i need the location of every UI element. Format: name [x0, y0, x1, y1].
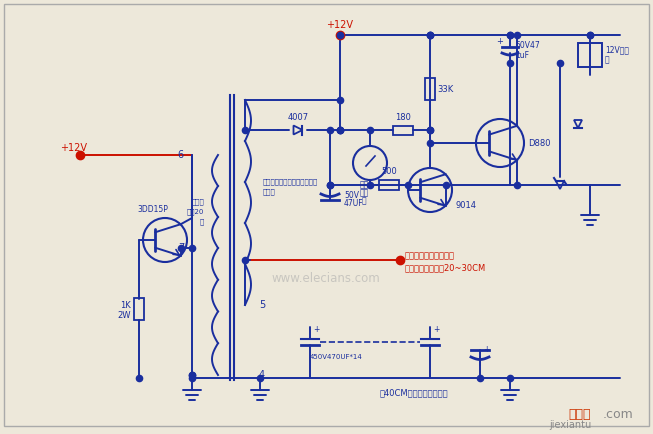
- Text: 1K: 1K: [120, 300, 131, 309]
- Text: 6: 6: [178, 150, 184, 160]
- Text: jiexiantu: jiexiantu: [549, 420, 591, 430]
- Text: 高压包: 高压包: [263, 189, 276, 195]
- Bar: [134, 298, 144, 320]
- Text: +: +: [313, 326, 319, 335]
- Text: +: +: [433, 326, 439, 335]
- Text: 12V蜂鸣: 12V蜂鸣: [605, 46, 629, 55]
- Text: +12V: +12V: [326, 20, 353, 30]
- Text: 2W: 2W: [118, 310, 131, 319]
- Text: 上绕20: 上绕20: [187, 208, 204, 215]
- Text: 圈: 圈: [200, 218, 204, 225]
- Text: 47UF: 47UF: [344, 200, 364, 208]
- Text: 9014: 9014: [456, 201, 477, 210]
- Text: 在磁芯: 在磁芯: [191, 198, 204, 205]
- Bar: [379, 180, 399, 190]
- Text: 450V470UF*14: 450V470UF*14: [310, 354, 363, 360]
- Text: 33K: 33K: [437, 85, 453, 93]
- Text: 此变压器为普通黑白电视机的: 此变压器为普通黑白电视机的: [263, 179, 318, 185]
- Text: 高压包引线接铁丝电网: 高压包引线接铁丝电网: [405, 251, 455, 260]
- Text: 180: 180: [395, 112, 411, 122]
- Text: 5: 5: [259, 300, 265, 310]
- Bar: [425, 78, 435, 100]
- Text: 长40CM的粗铁丝插入泥中: 长40CM的粗铁丝插入泥中: [380, 388, 449, 398]
- Text: 表: 表: [362, 197, 366, 206]
- Text: D880: D880: [528, 138, 550, 148]
- Bar: [393, 125, 413, 135]
- Text: 3DD15P: 3DD15P: [137, 206, 168, 214]
- Text: 7: 7: [178, 243, 184, 253]
- Text: 指示: 指示: [359, 188, 369, 197]
- Text: 4007: 4007: [287, 114, 309, 122]
- Text: www.elecians.com: www.elecians.com: [272, 272, 381, 285]
- Text: 高压: 高压: [359, 181, 369, 190]
- Text: +: +: [496, 36, 503, 46]
- Text: 器: 器: [605, 56, 610, 65]
- Text: .com: .com: [603, 408, 633, 421]
- Bar: [578, 43, 602, 67]
- Text: 接线图: 接线图: [569, 408, 591, 421]
- Text: 用绝缘物撑起离地20~30CM: 用绝缘物撑起离地20~30CM: [405, 263, 486, 273]
- Text: +12V: +12V: [60, 143, 87, 153]
- Text: 4: 4: [259, 370, 265, 380]
- Text: 1uF: 1uF: [515, 50, 529, 59]
- Text: 50V: 50V: [344, 191, 359, 200]
- Text: +: +: [483, 345, 489, 354]
- Text: 50V47: 50V47: [515, 40, 540, 49]
- Text: 500: 500: [381, 168, 397, 177]
